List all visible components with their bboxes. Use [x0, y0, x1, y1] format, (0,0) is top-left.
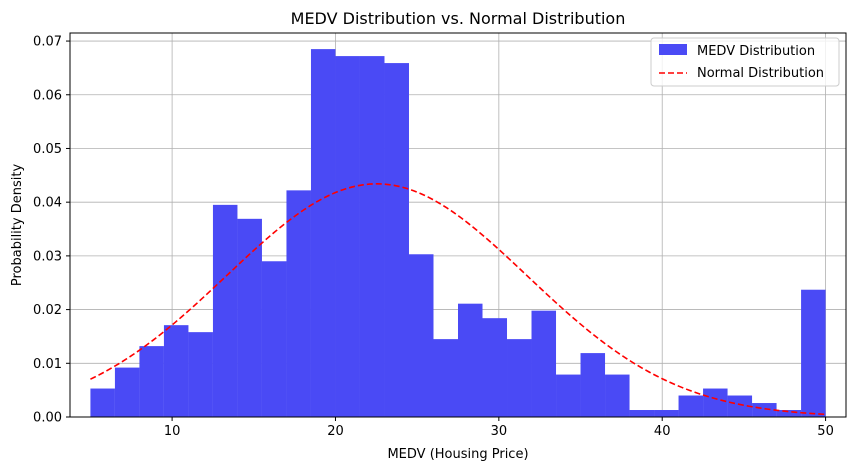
histogram-bar	[507, 339, 532, 417]
legend-box	[650, 37, 840, 87]
x-axis-label: MEDV (Housing Price)	[387, 447, 528, 462]
legend-histogram-swatch	[659, 44, 687, 55]
histogram-bar	[163, 325, 189, 417]
chart-title: MEDV Distribution vs. Normal Distributio…	[291, 9, 626, 28]
x-tick-label: 10	[164, 424, 181, 439]
x-tick-label: 40	[654, 424, 671, 439]
plot-frame	[69, 32, 847, 418]
histogram-bar	[654, 410, 679, 417]
histogram-bar	[776, 410, 802, 417]
histogram-bar	[703, 388, 728, 417]
histogram-bar	[727, 395, 753, 417]
y-tick-label: 0.01	[33, 357, 62, 372]
histogram-bar	[678, 395, 704, 417]
histogram-bar	[482, 318, 508, 417]
histogram-bar	[310, 49, 336, 418]
y-tick-label: 0.03	[33, 249, 62, 264]
y-tick-label: 0.05	[33, 142, 62, 157]
histogram-bar	[752, 403, 777, 417]
histogram-bar	[114, 367, 140, 417]
histogram-bar	[605, 374, 630, 417]
histogram-bar	[458, 303, 483, 417]
x-tick-label: 50	[817, 424, 834, 439]
legend: MEDV Distribution Normal Distribution	[650, 37, 840, 87]
histogram-bar	[433, 339, 458, 417]
histogram-bar	[629, 410, 655, 417]
histogram-bar	[384, 63, 409, 417]
x-axis-ticks: 10 20 30 40 50	[164, 417, 834, 439]
grid	[70, 33, 846, 418]
histogram-bar	[90, 388, 115, 417]
legend-curve-label: Normal Distribution	[697, 66, 824, 81]
y-tick-label: 0.04	[33, 196, 62, 211]
normal-distribution-curve	[90, 183, 826, 416]
y-axis-label: Probability Density	[10, 164, 25, 287]
histogram-bar	[531, 310, 557, 417]
legend-histogram-label: MEDV Distribution	[697, 44, 815, 59]
x-tick-label: 20	[327, 424, 344, 439]
y-tick-label: 0.02	[33, 303, 62, 318]
histogram-bar	[408, 254, 434, 417]
y-tick-label: 0.07	[33, 35, 62, 50]
x-tick-label: 30	[491, 424, 508, 439]
histogram-bar	[212, 204, 238, 417]
histogram-bar	[801, 289, 826, 417]
histogram-bar	[556, 374, 581, 417]
histogram-bar	[580, 353, 606, 417]
y-tick-label: 0.00	[33, 411, 62, 426]
histogram-bar	[286, 190, 311, 417]
y-axis-ticks: 0.00 0.01 0.02 0.03 0.04 0.05 0.06 0.07	[33, 35, 70, 426]
y-tick-label: 0.06	[33, 88, 62, 103]
histogram-bar	[335, 56, 360, 417]
histogram-bar	[188, 332, 213, 417]
histogram-bar	[237, 218, 262, 417]
histogram-bar	[359, 56, 385, 417]
histogram-bar	[139, 346, 164, 417]
histogram-bar	[261, 261, 287, 417]
histogram-bars	[90, 49, 826, 418]
